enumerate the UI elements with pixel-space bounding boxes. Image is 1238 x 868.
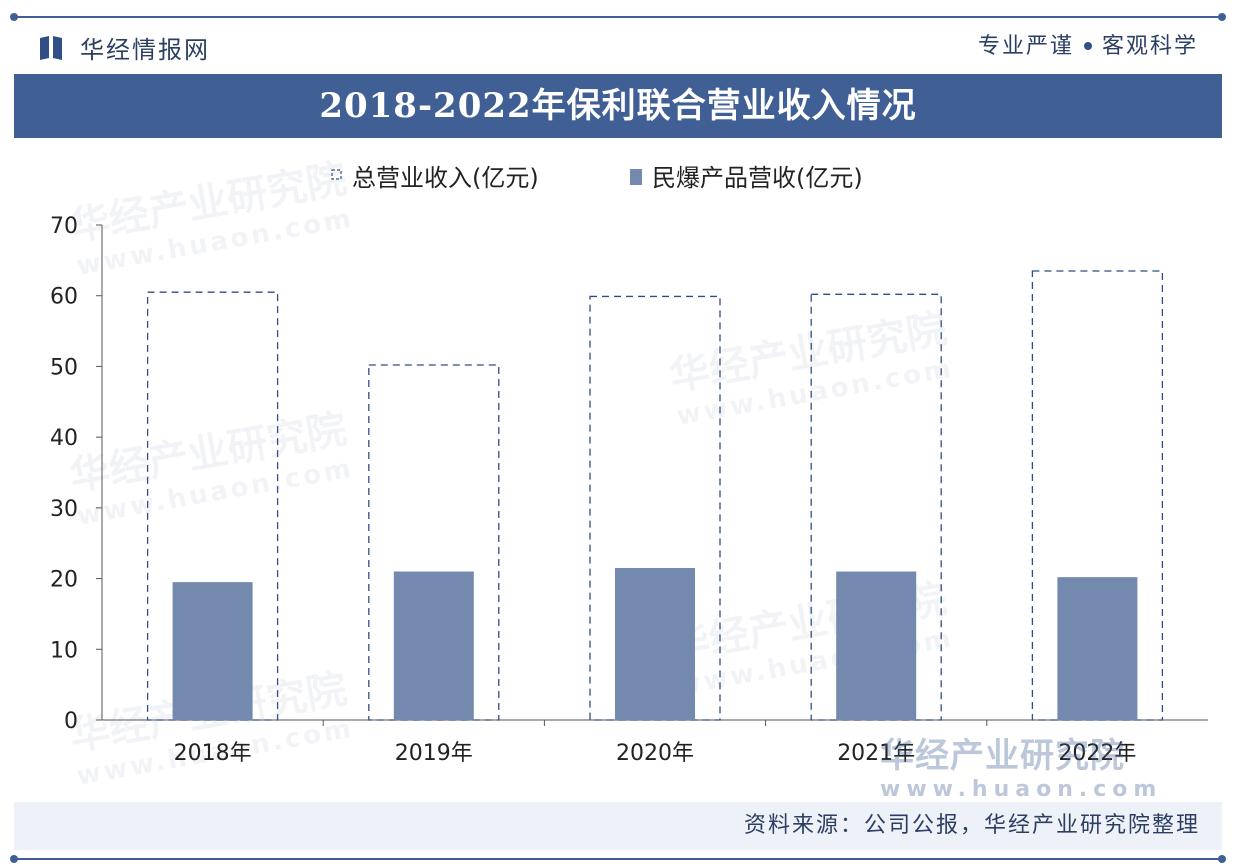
- chart-title: 2018-2022年保利联合营业收入情况: [14, 74, 1222, 138]
- x-tick-label: 2018年: [174, 741, 252, 766]
- y-tick-label: 60: [50, 285, 78, 310]
- slogan: 专业严谨 客观科学: [978, 30, 1198, 64]
- legend-swatch-explosives: [630, 169, 642, 185]
- bar-total-revenue: [146, 291, 279, 721]
- bar-explosives-revenue: [615, 567, 695, 720]
- top-rule: [10, 13, 1226, 21]
- x-tick-label: 2022年: [1058, 741, 1136, 766]
- bar-total-revenue: [810, 293, 942, 721]
- x-tick-label: 2021年: [837, 741, 915, 766]
- bar-explosives-revenue: [836, 571, 917, 720]
- bar-explosives-revenue: [1057, 577, 1138, 720]
- brand-name: 华经情报网: [80, 35, 210, 64]
- slogan-right: 客观科学: [1101, 34, 1198, 59]
- bottom-rule: [10, 855, 1226, 863]
- y-tick-label: 40: [50, 426, 78, 451]
- y-tick-label: 30: [50, 497, 78, 522]
- y-tick-label: 70: [50, 214, 78, 239]
- bar-total-revenue: [1031, 270, 1164, 721]
- bullet-icon: [1083, 41, 1092, 50]
- y-tick-label: 10: [50, 638, 78, 663]
- bar-total-revenue: [368, 364, 500, 721]
- bar-explosives-revenue: [172, 582, 253, 720]
- y-tick-label: 50: [50, 355, 78, 380]
- brand: 华经情报网: [40, 30, 210, 64]
- x-tick-label: 2019年: [395, 741, 473, 766]
- legend-swatch-total: [331, 169, 342, 180]
- watermark-corner: 华经产业研究院 www.huaon.com: [880, 736, 1163, 802]
- x-tick-label: 2020年: [616, 741, 694, 766]
- bar-explosives-revenue: [393, 571, 474, 720]
- source-note: 资料来源：公司公报，华经产业研究院整理: [743, 813, 1200, 838]
- legend-label-explosives: 民爆产品营收(亿元): [652, 164, 863, 192]
- y-tick-label: 0: [64, 709, 78, 734]
- footer: 资料来源：公司公报，华经产业研究院整理: [14, 802, 1222, 850]
- slogan-left: 专业严谨: [977, 34, 1074, 59]
- legend-label-total: 总营业收入(亿元): [352, 164, 539, 192]
- y-tick-label: 20: [50, 568, 78, 593]
